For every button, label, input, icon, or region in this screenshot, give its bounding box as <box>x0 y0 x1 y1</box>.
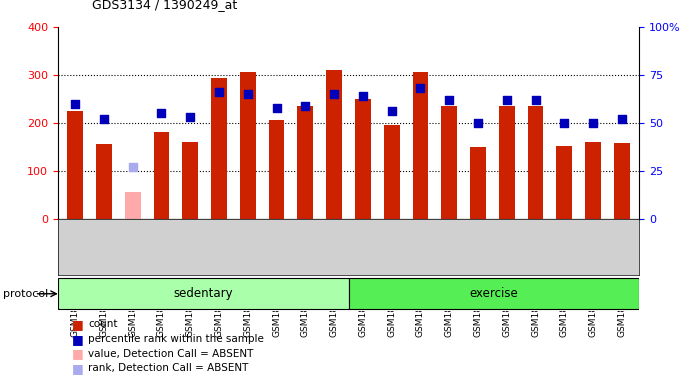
Text: ■: ■ <box>71 347 83 360</box>
Point <box>358 93 369 99</box>
Text: protocol: protocol <box>3 289 49 299</box>
Text: GDS3134 / 1390249_at: GDS3134 / 1390249_at <box>92 0 237 12</box>
Bar <box>67 111 83 219</box>
Bar <box>528 106 543 219</box>
FancyBboxPatch shape <box>348 278 639 310</box>
Point <box>444 97 455 103</box>
Text: percentile rank within the sample: percentile rank within the sample <box>88 334 265 344</box>
Point <box>617 116 628 122</box>
Point <box>559 120 570 126</box>
Text: rank, Detection Call = ABSENT: rank, Detection Call = ABSENT <box>88 363 249 373</box>
Point <box>127 164 138 170</box>
Text: exercise: exercise <box>469 287 518 300</box>
Point <box>501 97 512 103</box>
Point <box>386 108 397 114</box>
Point <box>415 85 426 91</box>
Bar <box>355 99 371 219</box>
Text: ■: ■ <box>71 333 83 346</box>
FancyBboxPatch shape <box>58 278 348 310</box>
Point <box>242 91 253 97</box>
Point <box>300 103 311 109</box>
Bar <box>499 106 515 219</box>
Bar <box>326 70 342 219</box>
Bar <box>124 192 141 219</box>
Point <box>271 104 282 111</box>
Bar <box>96 144 112 219</box>
Point <box>156 110 167 116</box>
Text: count: count <box>88 319 118 329</box>
Bar <box>556 146 573 219</box>
Point <box>588 120 598 126</box>
Point <box>530 97 541 103</box>
Bar <box>470 147 486 219</box>
Bar <box>585 142 601 219</box>
Text: ■: ■ <box>71 318 83 331</box>
Bar <box>182 142 198 219</box>
Bar <box>384 125 400 219</box>
Bar <box>154 131 169 219</box>
Point <box>473 120 483 126</box>
Point <box>99 116 109 122</box>
Text: value, Detection Call = ABSENT: value, Detection Call = ABSENT <box>88 349 254 359</box>
Bar <box>441 106 457 219</box>
Bar <box>297 106 313 219</box>
Point <box>328 91 339 97</box>
Bar <box>269 121 284 219</box>
Bar <box>614 143 630 219</box>
Text: sedentary: sedentary <box>173 287 233 300</box>
Text: ■: ■ <box>71 362 83 375</box>
Point <box>214 89 224 95</box>
Bar <box>413 73 428 219</box>
Point <box>185 114 196 120</box>
Bar <box>240 73 256 219</box>
Bar <box>211 78 227 219</box>
Point <box>69 101 80 107</box>
